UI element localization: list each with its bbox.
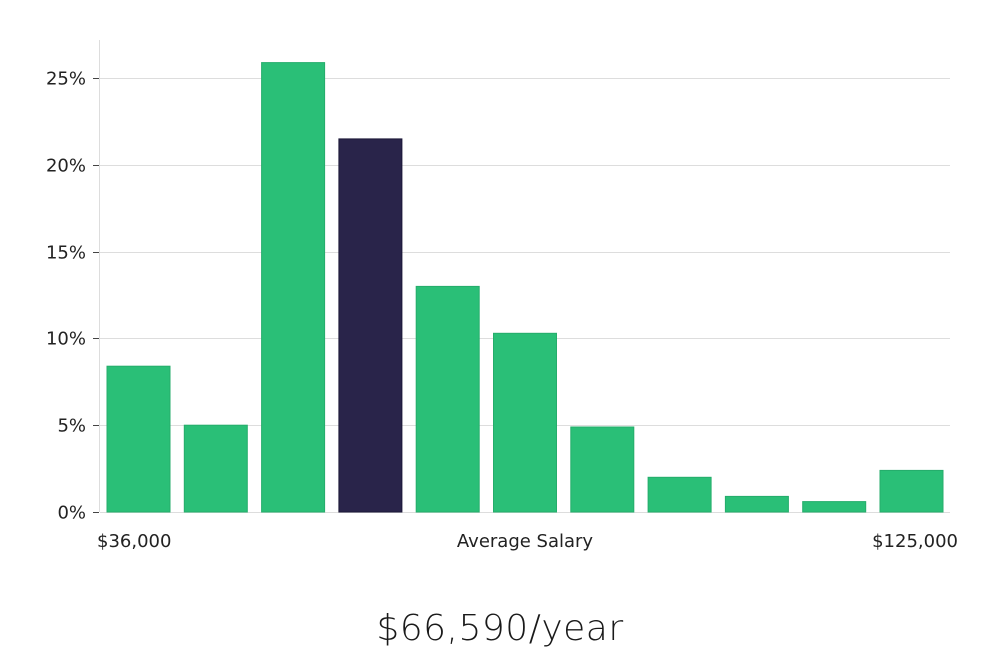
bar <box>724 495 789 513</box>
bar <box>647 476 712 513</box>
bar <box>261 62 326 513</box>
bar <box>879 469 944 513</box>
bar <box>802 501 867 513</box>
y-tick-label: 10% <box>46 329 86 350</box>
bar <box>106 365 171 513</box>
y-tick-label: 25% <box>46 69 86 90</box>
salary-histogram: 0%5%10%15%20%25% $36,000 Average Salary … <box>46 40 958 552</box>
x-max-label: $125,000 <box>872 531 958 552</box>
x-min-label: $36,000 <box>97 531 171 552</box>
bar <box>570 426 635 513</box>
y-tick-label: 5% <box>57 416 86 437</box>
bars <box>106 62 944 513</box>
bar <box>183 424 248 513</box>
y-tick-label: 0% <box>57 503 86 524</box>
average-salary-value: $66,590/year <box>376 608 624 649</box>
bar-highlighted <box>338 138 403 513</box>
y-tick-label: 20% <box>46 156 86 177</box>
bar <box>415 285 480 513</box>
y-axis-ticks: 0% 5% 10% 15% 20% 25% <box>46 69 99 524</box>
y-tick-label: 15% <box>46 243 86 264</box>
x-axis-title: Average Salary <box>457 531 594 552</box>
bar <box>493 332 557 513</box>
